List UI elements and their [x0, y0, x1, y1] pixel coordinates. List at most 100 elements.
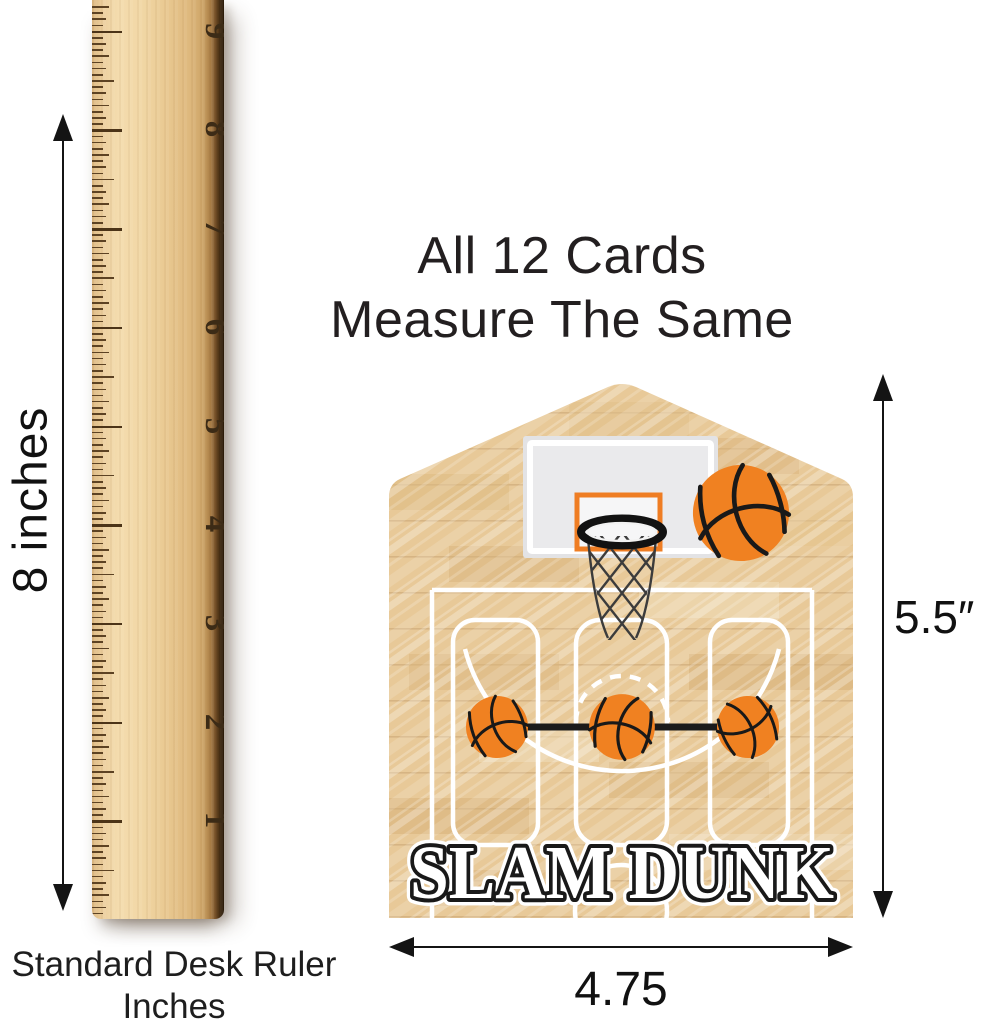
ruler-number: 6 — [198, 309, 224, 345]
ruler-tick — [92, 61, 103, 64]
ruler-tick — [92, 616, 103, 619]
ruler-tick — [92, 55, 109, 58]
ruler-tick — [92, 487, 106, 489]
ruler-tick — [92, 832, 106, 835]
ruler-caption-line2: Inches — [122, 987, 226, 1024]
ruler-tick — [92, 721, 122, 725]
ruler-tick — [92, 413, 106, 415]
ruler-tick — [92, 548, 109, 551]
ruler-tick — [92, 302, 109, 304]
ruler-tick — [92, 758, 106, 761]
ruler-tick — [92, 283, 103, 286]
ruler-tick — [92, 456, 103, 458]
ruler-tick — [92, 92, 106, 95]
ruler-tick — [92, 333, 103, 335]
ruler-caption: Standard Desk Ruler Inches — [0, 944, 348, 1024]
ruler-tick — [92, 894, 109, 896]
ruler-tick — [92, 18, 106, 21]
ruler-tick — [92, 240, 106, 243]
ruler-tick — [92, 209, 103, 212]
page-title-line1: All 12 Cards — [417, 227, 707, 285]
ruler-tick — [92, 320, 103, 323]
ruler-tick — [92, 555, 103, 557]
ruler-tick — [92, 234, 103, 236]
ruler-tick — [92, 191, 106, 193]
ruler-tick — [92, 573, 114, 576]
page-title-line2: Measure The Same — [330, 291, 794, 349]
card-title: SLAM DUNK — [410, 831, 834, 915]
ruler-tick — [92, 561, 106, 563]
ruler-tick — [92, 629, 103, 631]
ruler-tick — [92, 900, 103, 903]
ruler-tick — [92, 36, 103, 39]
ruler-number: 7 — [198, 210, 224, 246]
ruler-tick — [92, 598, 109, 600]
ruler-tick — [92, 869, 114, 872]
ruler-tick — [92, 160, 103, 162]
ruler-tick — [92, 678, 103, 681]
ruler-tick — [92, 912, 103, 915]
ruler-tick — [92, 672, 114, 674]
ruler-tick — [92, 888, 103, 890]
ruler-tick — [92, 684, 106, 687]
ruler-tick — [92, 585, 106, 588]
ruler-number: 2 — [198, 704, 224, 740]
ruler-tick — [92, 653, 103, 656]
free-throw-dashed-arc — [573, 673, 671, 723]
ruler-tick — [92, 789, 103, 792]
slam-dunk-card: SLAM DUNK SLAM DUNK — [389, 384, 853, 919]
ruler-tick — [92, 431, 103, 434]
ruler-tick — [92, 851, 103, 853]
page-title: All 12 Cards Measure The Same — [252, 224, 872, 352]
arrow-shaft — [881, 398, 885, 894]
ruler-tick — [92, 542, 103, 545]
ruler-tick — [92, 388, 106, 391]
arrowhead-down-icon — [53, 884, 73, 911]
ruler-tick — [92, 481, 103, 483]
net-edge-left — [586, 537, 610, 639]
ruler-tick — [92, 407, 103, 409]
ruler-tick — [92, 863, 103, 866]
ruler-tick — [92, 24, 103, 27]
ruler-tick — [92, 610, 106, 613]
card-height-label: 5.5″ — [894, 591, 975, 643]
ruler-number: 1 — [198, 802, 224, 838]
ruler-tick — [92, 474, 114, 477]
ruler-tick — [92, 882, 106, 884]
ruler-tick — [92, 376, 114, 378]
ruler-tick — [92, 363, 106, 366]
ruler-tick — [92, 764, 103, 767]
ruler-tick — [92, 530, 103, 533]
ruler-number: 4 — [198, 506, 224, 542]
ruler-tick — [92, 444, 103, 446]
ruler-tick — [92, 740, 103, 742]
ruler-tick — [92, 777, 103, 779]
ruler-tick — [92, 511, 106, 514]
ruler-height-label: 8 inches — [4, 406, 58, 594]
arrowhead-left-icon — [389, 937, 414, 957]
ruler-tick — [92, 135, 103, 138]
ruler-tick — [92, 635, 106, 637]
ruler-tick — [92, 49, 103, 51]
slam-dunk-lettering: SLAM DUNK SLAM DUNK — [403, 824, 842, 919]
ruler-tick — [92, 505, 103, 508]
ruler-tick — [92, 215, 106, 218]
ruler-tick — [92, 783, 106, 785]
ruler-tick — [92, 147, 103, 150]
ruler-tick — [92, 184, 103, 187]
ruler-tick — [92, 308, 103, 310]
ruler-tick — [92, 437, 106, 440]
ruler-tick — [92, 826, 103, 829]
ruler-tick — [92, 394, 103, 397]
ruler-tick — [92, 123, 103, 125]
ruler-caption-line1: Standard Desk Ruler — [11, 945, 337, 984]
ruler-tick — [92, 271, 103, 273]
ruler-tick — [92, 86, 103, 88]
ruler-tick — [92, 166, 106, 169]
ruler-number: 5 — [198, 408, 224, 444]
ruler-tick — [92, 592, 103, 594]
ruler-tick — [92, 382, 103, 384]
ruler-tick — [92, 289, 106, 292]
ruler-tick — [92, 154, 109, 156]
